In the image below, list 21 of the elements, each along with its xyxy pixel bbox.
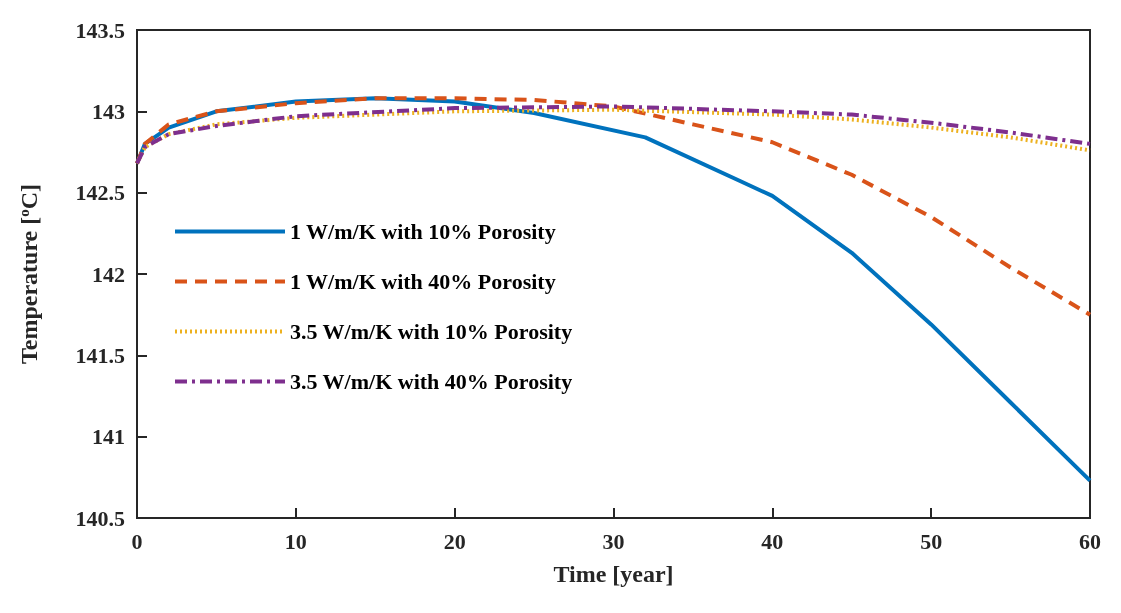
y-tick-label: 140.5 xyxy=(75,505,125,531)
x-tick-label: 0 xyxy=(131,528,143,554)
x-tick-label: 60 xyxy=(1079,528,1101,554)
x-tick-label: 10 xyxy=(284,528,307,554)
y-tick-label: 141 xyxy=(92,424,125,450)
y-tick-label: 143 xyxy=(92,98,125,124)
y-axis-title: Temperature [oC] xyxy=(15,183,42,365)
y-tick-label: 142 xyxy=(92,261,125,287)
x-tick-label: 40 xyxy=(761,528,784,554)
legend-label: 1 W/m/K with 40% Porosity xyxy=(290,269,556,294)
x-axis-title: Time [year] xyxy=(553,561,674,587)
legend-label: 1 W/m/K with 10% Porosity xyxy=(290,219,556,244)
legend-label: 3.5 W/m/K with 10% Porosity xyxy=(290,319,573,344)
x-tick-label: 20 xyxy=(443,528,466,554)
x-tick-label: 30 xyxy=(602,528,625,554)
line-series xyxy=(135,96,1092,317)
y-tick-label: 141.5 xyxy=(75,342,125,368)
x-tick-label: 50 xyxy=(920,528,943,554)
legend-label: 3.5 W/m/K with 40% Porosity xyxy=(290,369,573,394)
y-tick-label: 143.5 xyxy=(75,17,125,43)
y-tick-label: 142.5 xyxy=(75,180,125,206)
